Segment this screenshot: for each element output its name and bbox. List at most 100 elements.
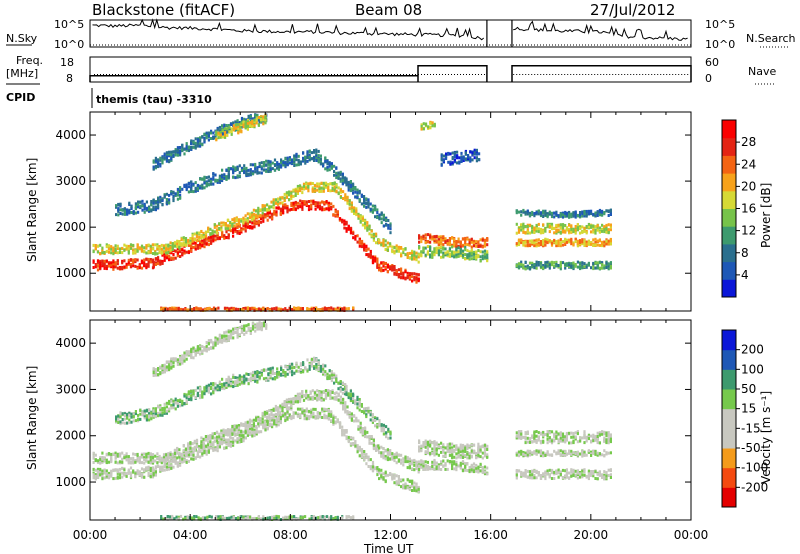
cell-1-0: [307, 415, 311, 419]
cell-0-6: [435, 251, 438, 255]
cell-0-9: [548, 225, 551, 229]
cell-0-0: [96, 268, 100, 272]
noise-tick-right-top: 10^5: [705, 18, 735, 31]
cell-0-5: [457, 237, 460, 241]
cell-0-0: [290, 207, 293, 211]
cell-1-0: [161, 467, 164, 470]
cell-1-1: [169, 453, 172, 457]
cell-1-0: [415, 489, 418, 493]
cell-0-0: [288, 208, 291, 212]
cell-0-9: [565, 226, 568, 230]
cell-0-2: [145, 200, 148, 204]
cell-0-5: [475, 244, 478, 248]
cell-0-2: [367, 203, 370, 207]
cell-0-9: [583, 226, 586, 230]
cell-0-6: [457, 246, 460, 250]
cell-1-0: [168, 460, 171, 464]
cell-0-1: [187, 239, 190, 243]
cell-0-1: [110, 245, 113, 249]
cell-0-1: [283, 192, 286, 196]
cell-0-4: [242, 125, 245, 129]
cell-1-1: [231, 424, 234, 428]
nave-tick-bottom: 0: [705, 72, 712, 85]
cell-0-2: [117, 208, 120, 212]
cell-0-2: [176, 193, 179, 197]
cell-0-1: [339, 190, 342, 194]
cell-0-9: [590, 230, 593, 234]
cell-0-1: [207, 230, 210, 233]
cell-1-0: [246, 433, 249, 437]
cell-0-6: [448, 254, 451, 258]
cell-0-0: [149, 260, 152, 264]
cell-0-3: [176, 146, 179, 150]
cell-0-10: [535, 243, 538, 246]
cell-0-9: [520, 228, 523, 232]
cell-0-2: [143, 210, 146, 214]
cell-0-0: [314, 207, 317, 211]
cell-0-2: [199, 186, 202, 190]
cell-0-3: [236, 119, 239, 123]
cell-0-2: [322, 164, 325, 168]
cell-0-1: [318, 185, 321, 189]
cell-1-0: [170, 464, 173, 468]
cell-1-0: [151, 475, 155, 479]
cell-0-2: [137, 210, 140, 214]
colorbar-seg-0-7: [722, 155, 736, 174]
cell-0-13: [323, 306, 326, 310]
cell-0-1: [189, 237, 192, 240]
cell-0-2: [356, 194, 359, 198]
cell-0-9: [561, 229, 565, 233]
cell-0-1: [121, 247, 124, 250]
cell-1-1: [184, 452, 188, 456]
cell-1-0: [207, 446, 210, 450]
cell-0-0: [199, 240, 202, 244]
cell-0-2: [380, 212, 383, 216]
cell-1-0: [332, 422, 335, 426]
cpid-label: CPID: [6, 91, 35, 104]
cell-0-13: [217, 306, 220, 310]
cell-1-0: [356, 450, 359, 454]
cell-0-2: [356, 188, 359, 192]
cell-1-1: [156, 457, 159, 461]
cell-0-2: [179, 196, 182, 199]
cell-0-10: [555, 244, 558, 248]
cell-0-0: [129, 258, 133, 262]
cell-0-12: [572, 212, 575, 215]
cell-0-5: [431, 237, 434, 241]
cell-1-1: [158, 454, 161, 458]
cell-0-5: [464, 236, 467, 240]
cell-0-5: [422, 237, 425, 241]
cell-0-1: [350, 205, 353, 209]
cell-0-12: [587, 212, 590, 216]
cell-0-12: [570, 213, 573, 217]
cell-0-3: [187, 149, 190, 153]
cell-0-0: [406, 271, 409, 275]
cell-0-9: [535, 227, 538, 231]
cell-0-2: [165, 198, 168, 201]
cell-1-1: [224, 429, 227, 433]
cell-0-6: [470, 252, 473, 256]
cell-0-6: [418, 253, 421, 257]
cell-0-0: [356, 234, 359, 238]
cell-0-2: [326, 160, 329, 163]
cell-0-6: [422, 246, 425, 250]
cell-0-1: [375, 241, 378, 245]
cell-0-1: [92, 250, 95, 254]
cell-0-5: [429, 235, 432, 239]
cell-0-7: [445, 152, 448, 156]
cell-0-0: [382, 268, 385, 272]
colorbar-seg-0-2: [722, 243, 736, 263]
cell-1-1: [218, 435, 221, 439]
cell-0-0: [393, 267, 396, 271]
cell-0-13: [255, 307, 258, 311]
cell-0-4: [221, 135, 224, 139]
cell-0-0: [417, 277, 420, 281]
cell-0-11: [603, 266, 606, 270]
cell-0-4: [235, 123, 238, 127]
cell-0-1: [270, 205, 273, 209]
cell-0-5: [435, 234, 438, 238]
cell-1-1: [187, 450, 190, 454]
cell-0-10: [550, 241, 554, 245]
cell-1-0: [303, 413, 306, 417]
cell-0-10: [587, 241, 590, 245]
